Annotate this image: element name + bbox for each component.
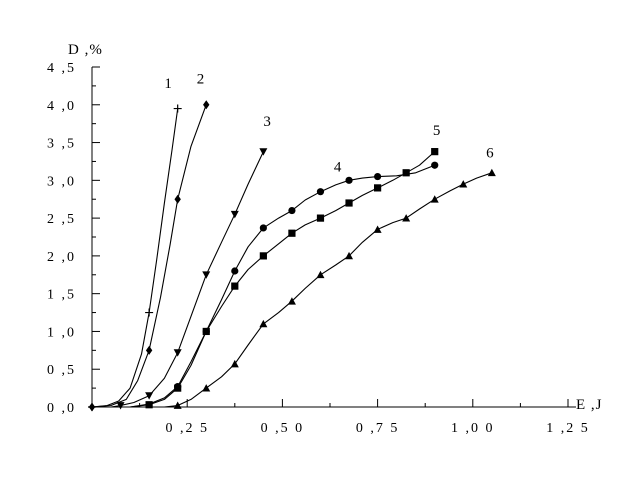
y-tick-label: 0 ,0: [47, 401, 76, 416]
series-5-point: [316, 214, 325, 222]
series-5-point: [174, 384, 182, 392]
series-6-point: [202, 384, 211, 392]
series-5-point: [288, 229, 296, 237]
series-4-point: [431, 161, 439, 169]
series-5-point: [345, 199, 353, 207]
series-2-point: [174, 194, 181, 204]
y-axis-label: D ,%: [68, 42, 103, 58]
series-5-point: [202, 327, 210, 336]
series-1-point: [173, 104, 182, 113]
series-6-point: [173, 401, 182, 409]
series-3-line: [110, 151, 264, 408]
series-6-point: [259, 319, 268, 328]
series-3-point: [145, 392, 154, 400]
series-5-point: [431, 148, 439, 156]
x-tick-label: 0 ,2 5: [165, 421, 209, 436]
series-1-point: [145, 308, 154, 317]
series-1-line: [91, 108, 179, 408]
x-tick-label: 0 ,5 0: [261, 421, 305, 436]
curve-label-5: 5: [433, 123, 441, 139]
axes: 0 ,0 0 ,5 1 ,0 1 ,5 2 ,0 2 ,5 3 ,0 3 ,5 4 ,0 4 ,5…: [47, 42, 603, 436]
series-4-point: [231, 267, 239, 275]
curve-label-2: 2: [197, 72, 205, 88]
series-2-point: [88, 402, 96, 412]
x-tick-label: 1 ,0 0: [451, 421, 495, 436]
series-6-point: [430, 195, 439, 203]
series-4-point: [259, 224, 267, 232]
y-tick-label: 2 ,5: [47, 212, 76, 227]
series-6-point: [487, 168, 496, 177]
series-4-point: [374, 172, 382, 181]
curve-label-6: 6: [486, 146, 494, 162]
series-3-point: [173, 349, 182, 357]
y-tick-label: 1 ,0: [47, 325, 76, 340]
series-5-point: [231, 282, 239, 290]
series-6-point: [345, 251, 354, 260]
series-3-point: [230, 210, 239, 219]
series-4-line: [130, 164, 435, 408]
curve-label-4: 4: [334, 159, 342, 175]
series-6-point: [287, 297, 296, 305]
series-5-point: [259, 252, 267, 260]
series-3-point: [116, 402, 125, 410]
series-4-point: [316, 188, 325, 196]
y-tick-label: 4 ,5: [47, 61, 76, 76]
series-2-point: [145, 345, 153, 355]
series-4-point: [345, 176, 353, 184]
y-tick-label: 1 ,5: [47, 288, 76, 303]
series-6-point: [402, 214, 411, 222]
series-4-point: [288, 206, 296, 215]
y-tick-label: 4 ,0: [47, 99, 76, 114]
y-tick-label: 3 ,5: [47, 137, 76, 152]
series-6-point: [373, 225, 382, 233]
curve-label-3: 3: [263, 114, 271, 130]
y-tick-label: 3 ,0: [47, 174, 76, 189]
series-2-line: [91, 104, 207, 408]
series-5-line: [130, 151, 436, 408]
series-5-point: [402, 169, 410, 177]
series-5-point: [374, 184, 382, 192]
x-tick-label: 1 ,2 5: [546, 421, 590, 436]
x-tick-label: 0 ,7 5: [356, 421, 400, 436]
series-5-point: [145, 401, 153, 409]
series-2-point: [203, 100, 210, 110]
series-6-point: [230, 359, 239, 368]
y-tick-label: 2 ,0: [47, 250, 76, 265]
markers: [88, 100, 496, 412]
x-axis-label: E ,J: [576, 397, 603, 413]
y-tick-label: 0 ,5: [47, 363, 76, 378]
series-3-point: [259, 148, 268, 156]
labels: 1 2 3 4 5 6: [164, 72, 494, 176]
series-6-point: [316, 270, 325, 279]
series-6-point: [459, 180, 468, 188]
series-3-point: [202, 271, 211, 279]
curve-label-1: 1: [164, 76, 172, 92]
